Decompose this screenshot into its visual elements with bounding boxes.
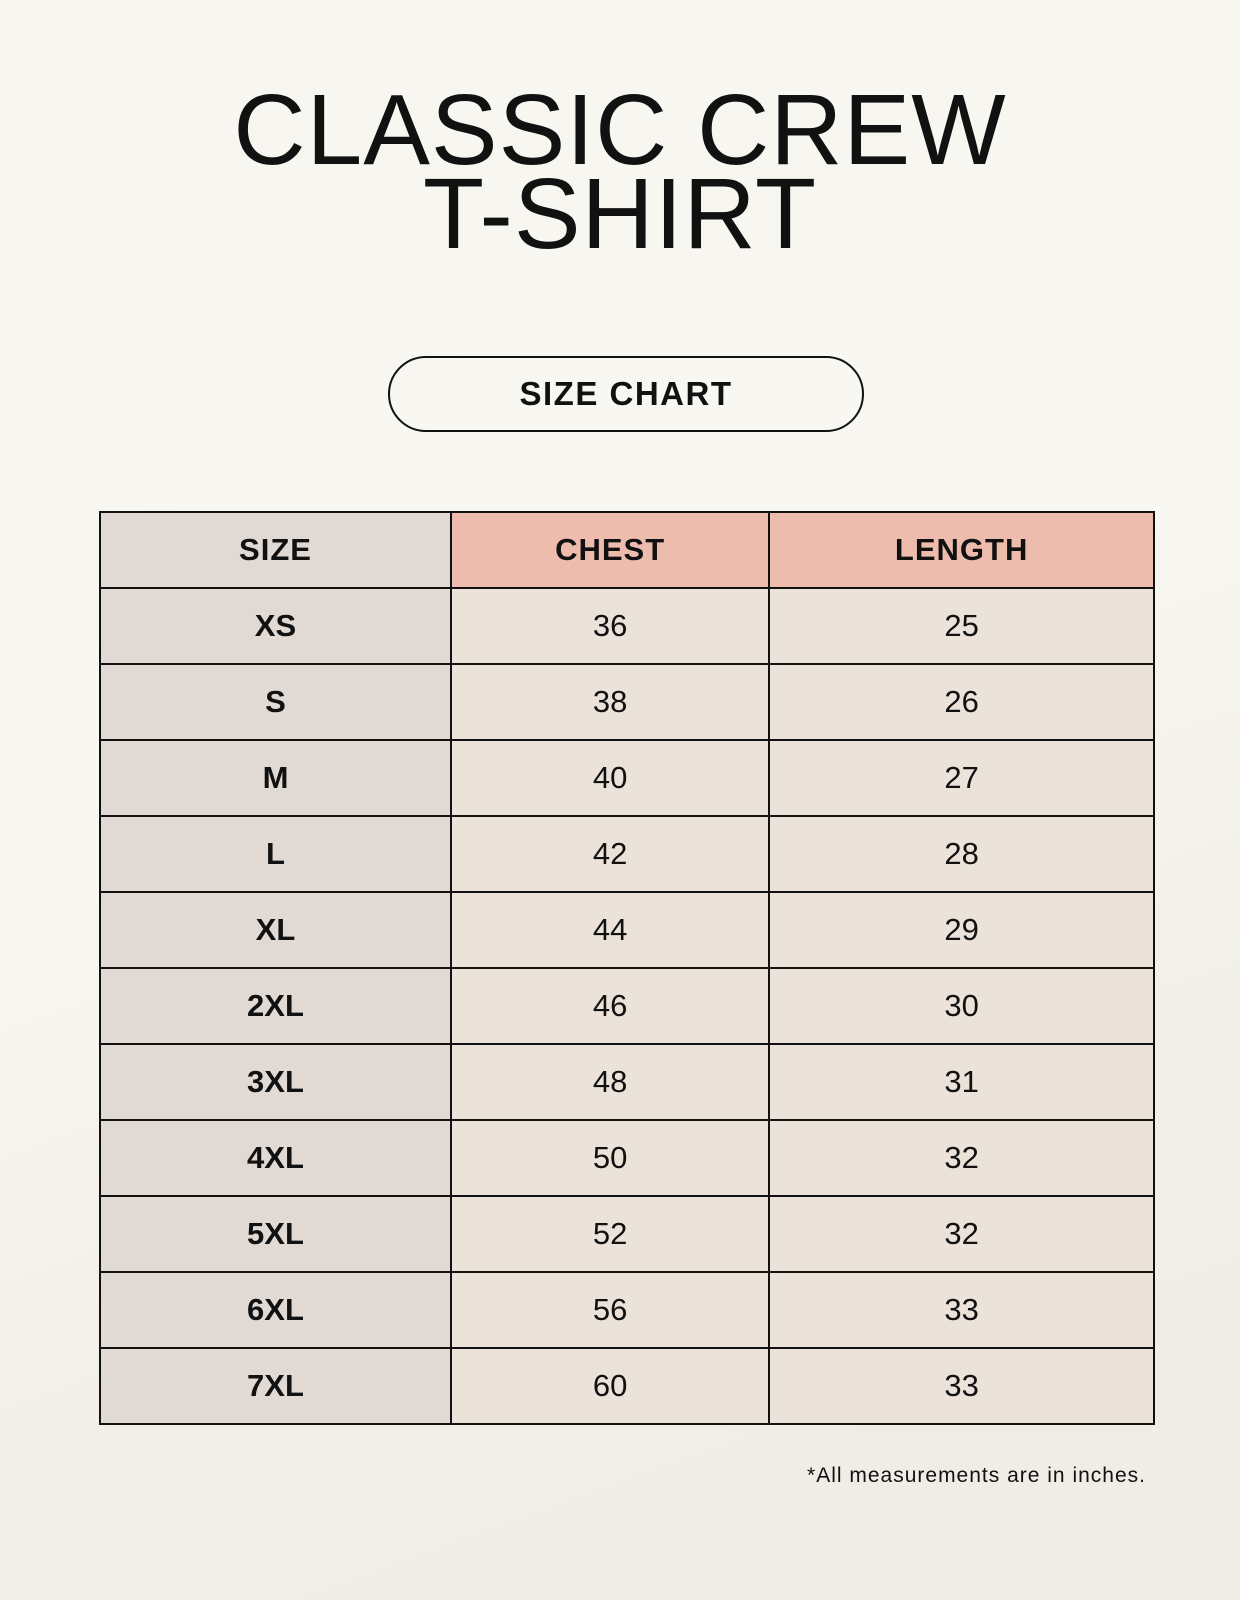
table-row: XS 36 25 <box>99 587 1155 665</box>
table-row: L 42 28 <box>99 815 1155 893</box>
cell-size: 3XL <box>99 1043 452 1121</box>
cell-size: XS <box>99 587 452 665</box>
cell-chest: 48 <box>449 1043 771 1121</box>
size-table: SIZE CHEST LENGTH XS 36 25 S 38 26 M 40 27 L 42 28 X… <box>99 511 1155 1425</box>
cell-length: 29 <box>768 891 1155 969</box>
cell-length: 30 <box>768 967 1155 1045</box>
cell-chest: 46 <box>449 967 771 1045</box>
header-chest: CHEST <box>449 511 771 589</box>
cell-chest: 52 <box>449 1195 771 1273</box>
table-row: 6XL 56 33 <box>99 1271 1155 1349</box>
cell-length: 33 <box>768 1347 1155 1425</box>
cell-chest: 50 <box>449 1119 771 1197</box>
cell-chest: 44 <box>449 891 771 969</box>
cell-length: 26 <box>768 663 1155 741</box>
cell-length: 33 <box>768 1271 1155 1349</box>
table-row: 7XL 60 33 <box>99 1347 1155 1425</box>
cell-length: 25 <box>768 587 1155 665</box>
cell-size: 5XL <box>99 1195 452 1273</box>
size-chart-badge: SIZE CHART <box>388 356 864 432</box>
table-row: S 38 26 <box>99 663 1155 741</box>
cell-size: 4XL <box>99 1119 452 1197</box>
table-row: 5XL 52 32 <box>99 1195 1155 1273</box>
page-title: CLASSIC CREW T-SHIRT <box>0 74 1240 270</box>
cell-length: 27 <box>768 739 1155 817</box>
cell-chest: 36 <box>449 587 771 665</box>
cell-size: M <box>99 739 452 817</box>
cell-chest: 56 <box>449 1271 771 1349</box>
cell-size: XL <box>99 891 452 969</box>
cell-length: 31 <box>768 1043 1155 1121</box>
cell-size: S <box>99 663 452 741</box>
cell-size: 6XL <box>99 1271 452 1349</box>
cell-chest: 38 <box>449 663 771 741</box>
cell-chest: 40 <box>449 739 771 817</box>
cell-length: 32 <box>768 1195 1155 1273</box>
table-row: XL 44 29 <box>99 891 1155 969</box>
cell-size: L <box>99 815 452 893</box>
header-size: SIZE <box>99 511 452 589</box>
cell-chest: 60 <box>449 1347 771 1425</box>
title-line-2: T-SHIRT <box>422 158 818 270</box>
header-length: LENGTH <box>768 511 1155 589</box>
title-line-1: CLASSIC CREW <box>233 74 1007 186</box>
table-header-row: SIZE CHEST LENGTH <box>99 511 1155 589</box>
cell-length: 32 <box>768 1119 1155 1197</box>
cell-size: 2XL <box>99 967 452 1045</box>
table-row: 2XL 46 30 <box>99 967 1155 1045</box>
table-row: 3XL 48 31 <box>99 1043 1155 1121</box>
table-row: 4XL 50 32 <box>99 1119 1155 1197</box>
cell-chest: 42 <box>449 815 771 893</box>
cell-size: 7XL <box>99 1347 452 1425</box>
footnote: *All measurements are in inches. <box>807 1464 1146 1487</box>
cell-length: 28 <box>768 815 1155 893</box>
table-row: M 40 27 <box>99 739 1155 817</box>
